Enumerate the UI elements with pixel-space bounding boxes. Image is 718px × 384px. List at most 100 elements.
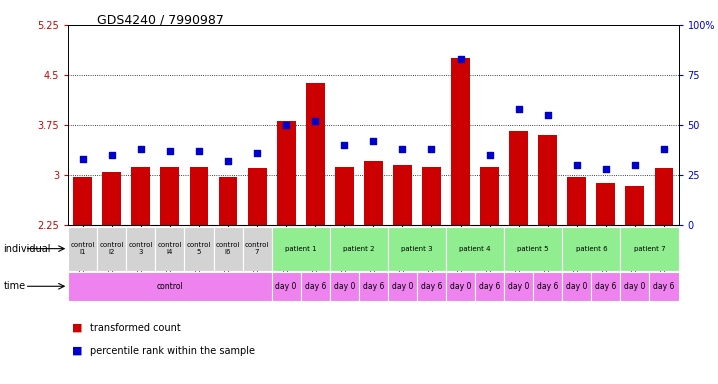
Bar [301, 272, 330, 301]
Bar [533, 272, 562, 301]
Bar [388, 227, 446, 271]
Point [281, 122, 292, 128]
Bar [597, 183, 615, 225]
Text: ■: ■ [72, 323, 83, 333]
Text: transformed count: transformed count [90, 323, 180, 333]
Text: day 0: day 0 [508, 282, 529, 291]
Point [600, 166, 612, 172]
Bar [504, 272, 533, 301]
Text: individual: individual [4, 243, 51, 254]
Text: patient 4: patient 4 [460, 246, 491, 252]
Point [368, 138, 379, 144]
Text: GDS4240 / 7990987: GDS4240 / 7990987 [97, 13, 224, 26]
Bar [655, 168, 673, 225]
Bar [650, 272, 679, 301]
Text: control
3: control 3 [129, 242, 153, 255]
Text: control
l6: control l6 [216, 242, 241, 255]
Text: day 6: day 6 [479, 282, 500, 291]
Bar [243, 227, 271, 271]
Text: control: control [157, 282, 183, 291]
Text: day 6: day 6 [363, 282, 384, 291]
Point [339, 142, 350, 148]
Bar [131, 167, 150, 225]
Point [251, 150, 263, 156]
Point [542, 112, 554, 118]
Text: day 0: day 0 [276, 282, 297, 291]
Bar [73, 177, 92, 225]
Bar [417, 272, 446, 301]
Text: day 0: day 0 [624, 282, 645, 291]
Bar [218, 177, 238, 225]
Bar [620, 272, 650, 301]
Bar [446, 227, 504, 271]
Text: patient 7: patient 7 [634, 246, 666, 252]
Text: ■: ■ [72, 346, 83, 356]
Point [571, 162, 582, 168]
Text: control
l1: control l1 [70, 242, 95, 255]
Bar [567, 177, 586, 225]
Point [223, 158, 234, 164]
Text: patient 6: patient 6 [576, 246, 607, 252]
Bar [422, 167, 441, 225]
Bar [271, 272, 301, 301]
Text: day 0: day 0 [450, 282, 471, 291]
Bar [393, 166, 412, 225]
Point [426, 146, 437, 152]
Point [309, 118, 321, 124]
Bar [126, 227, 155, 271]
Bar [306, 83, 325, 225]
Point [135, 146, 146, 152]
Text: day 6: day 6 [653, 282, 675, 291]
Bar [330, 227, 388, 271]
Bar [562, 227, 620, 271]
Bar [451, 58, 470, 225]
Text: day 6: day 6 [595, 282, 617, 291]
Text: percentile rank within the sample: percentile rank within the sample [90, 346, 255, 356]
Bar [335, 167, 354, 225]
Text: time: time [4, 281, 26, 291]
Point [454, 56, 466, 62]
Text: day 0: day 0 [392, 282, 413, 291]
Text: control
5: control 5 [187, 242, 211, 255]
Point [513, 106, 524, 112]
Text: day 6: day 6 [421, 282, 442, 291]
Point [484, 152, 495, 158]
Bar [271, 227, 330, 271]
Point [164, 148, 176, 154]
Bar [276, 121, 296, 225]
Text: day 0: day 0 [334, 282, 355, 291]
Point [77, 156, 88, 162]
Text: patient 3: patient 3 [401, 246, 433, 252]
Bar [446, 272, 475, 301]
Point [106, 152, 118, 158]
Text: day 0: day 0 [566, 282, 587, 291]
Text: control
l4: control l4 [158, 242, 182, 255]
Bar [330, 272, 359, 301]
Bar [475, 272, 504, 301]
Bar [68, 227, 97, 271]
Text: patient 1: patient 1 [285, 246, 317, 252]
Bar [620, 227, 679, 271]
Bar [68, 272, 271, 301]
Text: control
l2: control l2 [100, 242, 124, 255]
Text: day 6: day 6 [537, 282, 559, 291]
Point [658, 146, 670, 152]
Bar [190, 167, 208, 225]
Text: patient 5: patient 5 [518, 246, 549, 252]
Point [396, 146, 408, 152]
Bar [103, 172, 121, 225]
Bar [509, 131, 528, 225]
Bar [504, 227, 562, 271]
Text: patient 2: patient 2 [343, 246, 375, 252]
Bar [388, 272, 417, 301]
Bar [155, 227, 185, 271]
Bar [213, 227, 243, 271]
Bar [592, 272, 620, 301]
Bar [161, 167, 180, 225]
Text: control
7: control 7 [245, 242, 269, 255]
Bar [359, 272, 388, 301]
Point [193, 148, 205, 154]
Bar [480, 167, 499, 225]
Bar [185, 227, 213, 271]
Point [629, 162, 640, 168]
